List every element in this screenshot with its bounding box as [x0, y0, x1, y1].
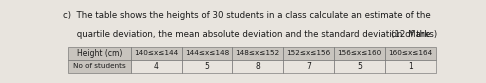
- Bar: [68, 47, 131, 60]
- Text: 156≤x≤160: 156≤x≤160: [337, 50, 382, 56]
- Bar: [283, 60, 334, 73]
- Text: 160≤x≤164: 160≤x≤164: [388, 50, 432, 56]
- Bar: [283, 47, 334, 60]
- Text: No of students: No of students: [73, 63, 126, 69]
- Text: Height (cm): Height (cm): [77, 49, 122, 58]
- Bar: [68, 60, 131, 73]
- Bar: [181, 60, 232, 73]
- Bar: [334, 60, 385, 73]
- Text: 152≤x≤156: 152≤x≤156: [286, 50, 330, 56]
- Bar: [232, 47, 283, 60]
- Text: 8: 8: [255, 62, 260, 71]
- Bar: [385, 60, 435, 73]
- Text: 7: 7: [306, 62, 311, 71]
- Text: 148≤x≤152: 148≤x≤152: [236, 50, 280, 56]
- Bar: [334, 47, 385, 60]
- Bar: [131, 60, 181, 73]
- Text: 144≤x≤148: 144≤x≤148: [185, 50, 229, 56]
- Bar: [232, 60, 283, 73]
- Text: 4: 4: [154, 62, 158, 71]
- Text: c)  The table shows the heights of 30 students in a class calculate an estimate : c) The table shows the heights of 30 stu…: [63, 11, 431, 20]
- Text: quartile deviation, the mean absolute deviation and the standard deviation of th: quartile deviation, the mean absolute de…: [63, 30, 430, 39]
- Text: 140≤x≤144: 140≤x≤144: [134, 50, 178, 56]
- Text: 1: 1: [408, 62, 413, 71]
- Text: (12 Marks): (12 Marks): [391, 30, 436, 39]
- Bar: [131, 47, 181, 60]
- Text: 5: 5: [357, 62, 362, 71]
- Bar: [385, 47, 435, 60]
- Bar: [181, 47, 232, 60]
- Text: 5: 5: [205, 62, 209, 71]
